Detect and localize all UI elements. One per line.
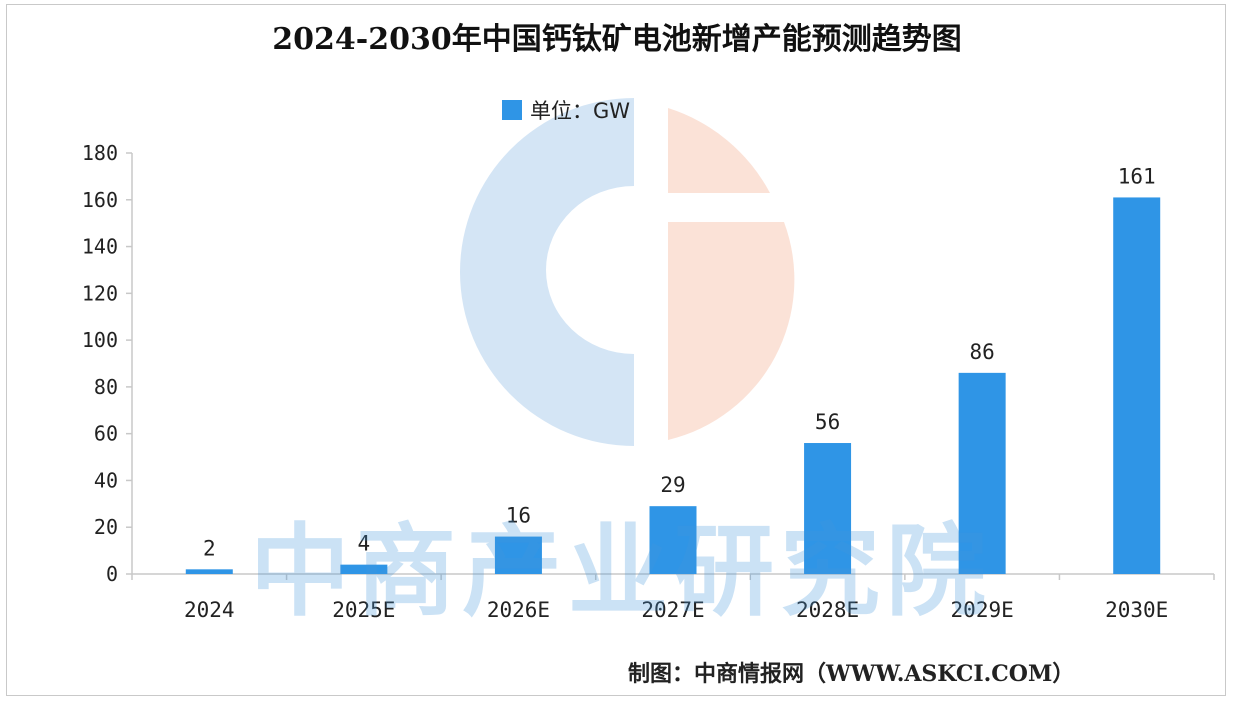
x-category-label: 2028E	[796, 598, 859, 622]
bar-2030E	[1113, 197, 1161, 574]
data-label-2030E: 161	[1118, 164, 1156, 188]
legend-swatch	[502, 100, 522, 120]
watermark-logo-right-bottom	[668, 222, 795, 440]
y-tick-label: 120	[82, 281, 118, 305]
y-tick-label: 100	[82, 328, 118, 352]
chart-title: 2024-2030年中国钙钛矿电池新增产能预测趋势图	[272, 22, 962, 57]
data-label-2027E: 29	[660, 473, 685, 497]
bar-2028E	[804, 443, 852, 574]
data-label-2029E: 86	[969, 340, 994, 364]
y-tick-label: 180	[82, 141, 118, 165]
x-category-label: 2026E	[487, 598, 550, 622]
bar-2027E	[649, 506, 697, 574]
bar-2024	[185, 569, 233, 574]
y-tick-label: 40	[94, 468, 118, 492]
y-tick-label: 140	[82, 235, 118, 259]
data-label-2028E: 56	[815, 410, 840, 434]
bar-2025E	[340, 564, 388, 574]
chart-frame	[6, 4, 1226, 696]
data-label-2025E: 4	[358, 532, 371, 556]
bar-2026E	[494, 536, 542, 574]
x-category-label: 2030E	[1105, 598, 1168, 622]
watermark-text: 中商产业研究院	[250, 513, 992, 630]
x-category-label: 2027E	[641, 598, 704, 622]
y-tick-label: 60	[94, 422, 118, 446]
y-tick-label: 0	[106, 562, 118, 586]
source-credit: 制图：中商情报网（WWW.ASKCI.COM）	[628, 661, 1075, 687]
data-label-2026E: 16	[506, 504, 531, 528]
bar-2029E	[958, 372, 1006, 574]
x-category-label: 2024	[184, 598, 235, 622]
watermark-logo-left	[460, 98, 634, 446]
y-tick-label: 80	[94, 375, 118, 399]
watermark-logo-right-top	[668, 108, 770, 193]
y-tick-label: 160	[82, 188, 118, 212]
x-category-label: 2029E	[951, 598, 1014, 622]
data-label-2024: 2	[203, 536, 216, 560]
legend: 单位：GW	[502, 96, 630, 124]
x-category-label: 2025E	[332, 598, 395, 622]
y-tick-label: 20	[94, 515, 118, 539]
legend-label: 单位：GW	[530, 99, 631, 123]
